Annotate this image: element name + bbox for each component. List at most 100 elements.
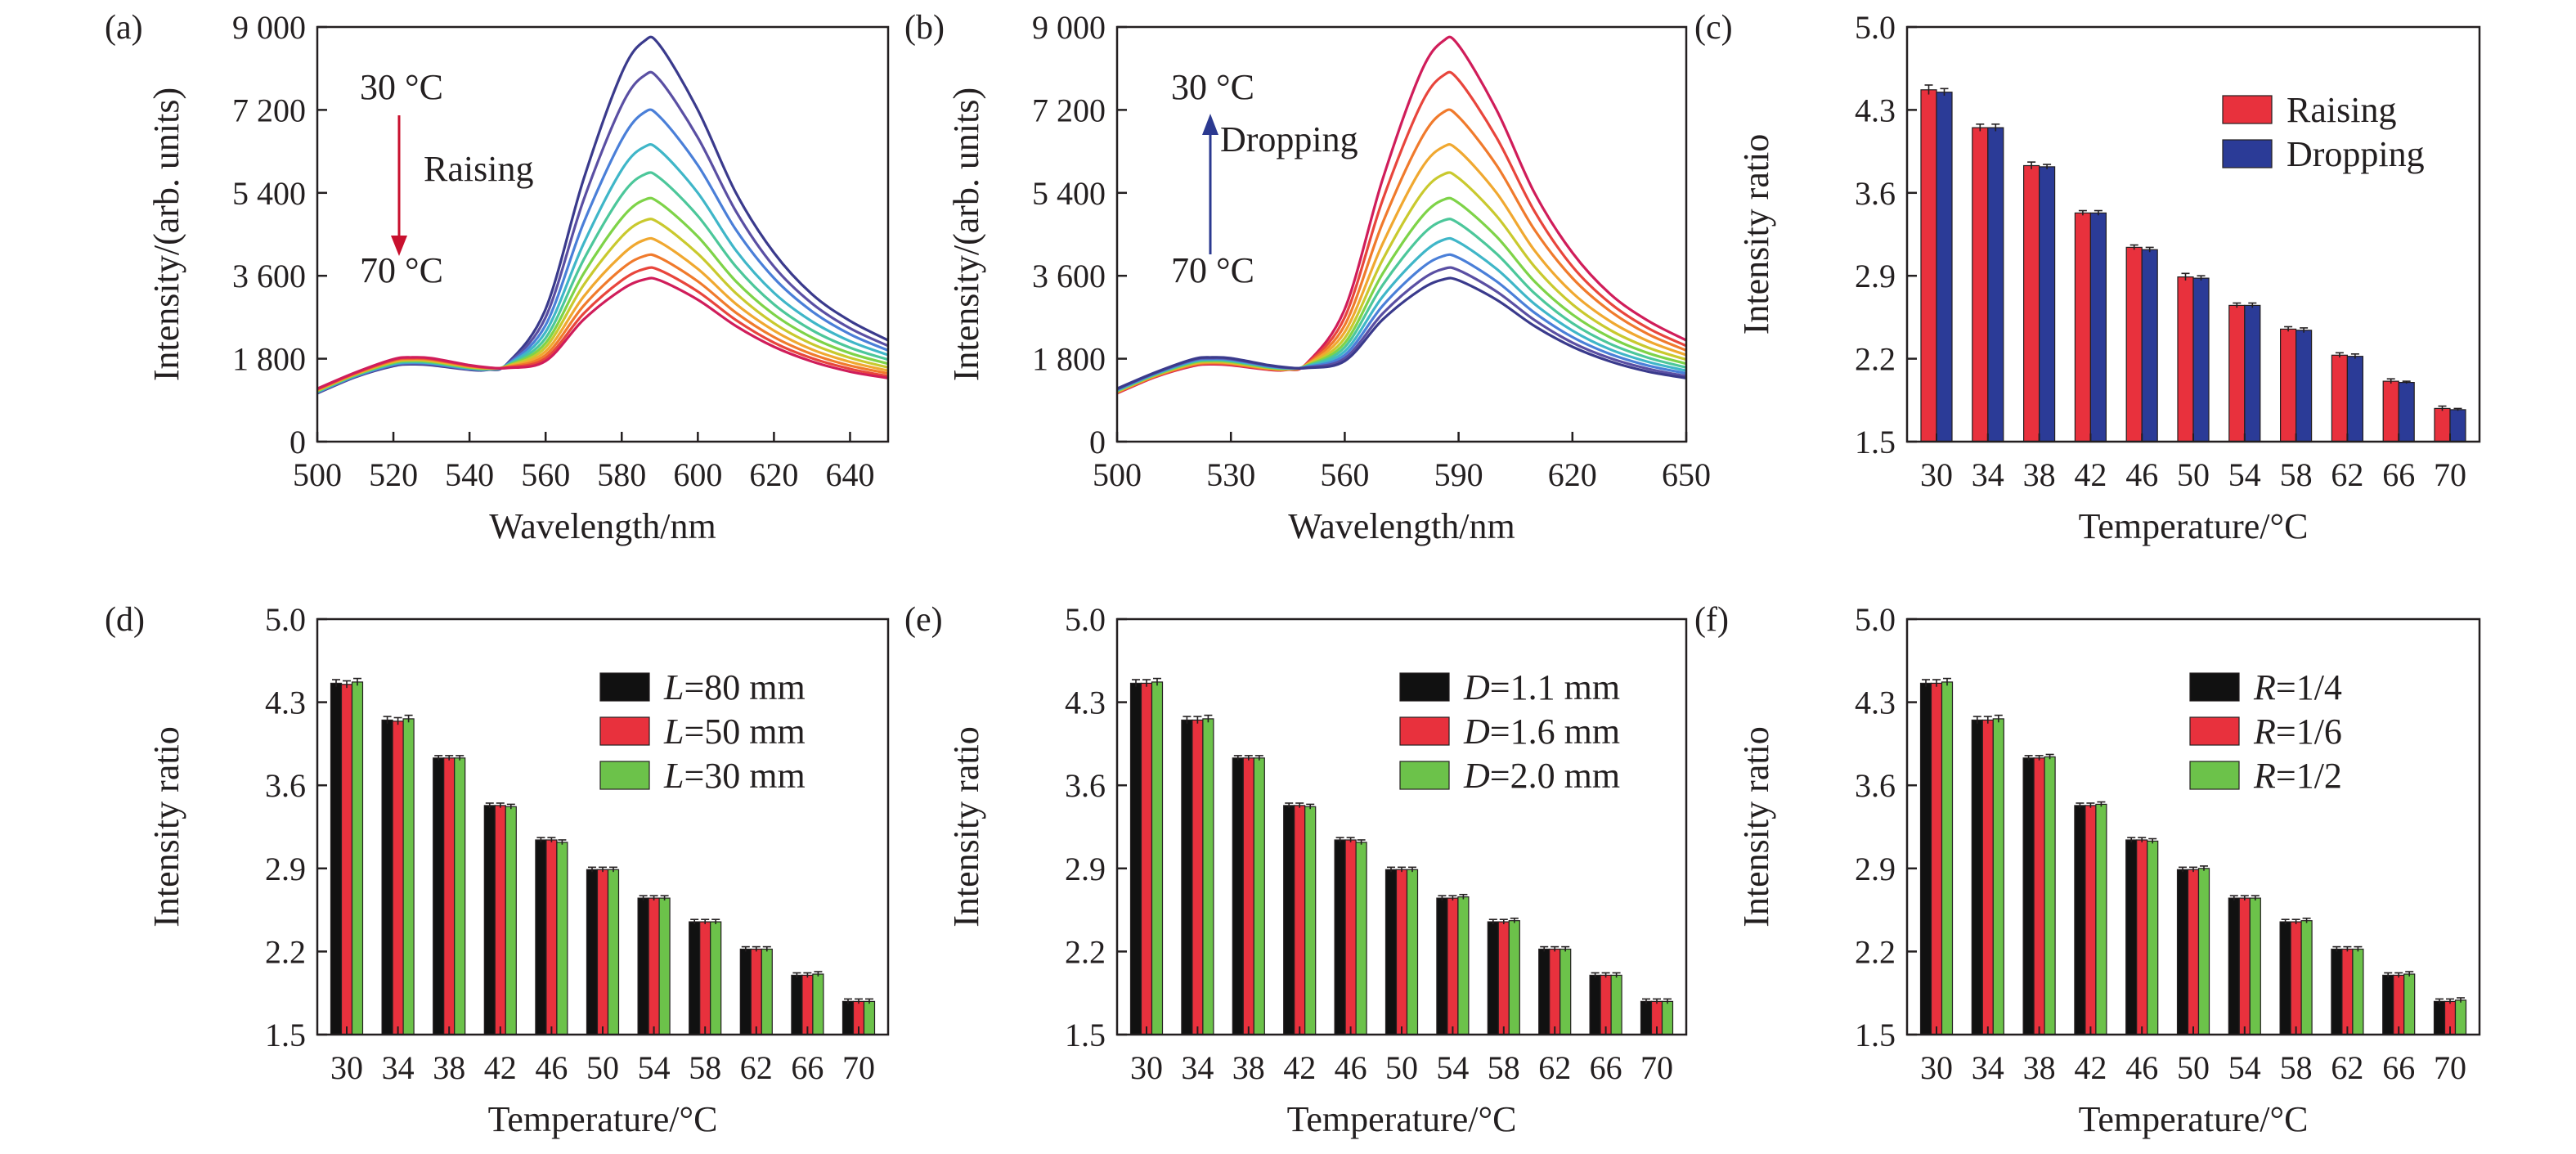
y-tick-label: 2.9	[265, 851, 306, 887]
plot-frame	[1905, 25, 2481, 443]
x-tick-label: 42	[2074, 1049, 2107, 1086]
x-axis-label: Temperature/°C	[1287, 1099, 1517, 1139]
y-tick-label: 2.2	[1855, 341, 1896, 378]
y-tick-label: 5.0	[1855, 601, 1896, 638]
legend-swatch-2	[599, 761, 650, 790]
x-tick-label: 34	[382, 1049, 415, 1086]
bar-58-2	[2300, 920, 2313, 1035]
bar-66-2	[1610, 974, 1622, 1035]
bar-70-2	[1661, 1000, 1674, 1035]
bar-34-0	[1181, 719, 1193, 1035]
panel-d: 30 34 38 42 46 50 54 58 62 66 70 1.5 2.2 2.9 3.6 4.3 5.0…	[105, 601, 890, 1139]
bar-42-0	[1283, 805, 1295, 1035]
bar-50-0	[2176, 869, 2189, 1035]
plot-frame	[1115, 25, 1688, 443]
x-tick-label: 54	[2228, 1049, 2261, 1086]
legend-swatch-0	[2189, 672, 2240, 702]
bar-54-0	[2228, 897, 2240, 1035]
panel-f: 30 34 38 42 46 50 54 58 62 66 70 1.5 2.2 2.9 3.6 4.3 5.0…	[1694, 601, 2481, 1139]
bar-66-2	[812, 973, 824, 1035]
trend-arrowhead	[1202, 114, 1218, 135]
y-tick-label: 1.5	[1855, 424, 1896, 460]
bar-66-0	[2382, 974, 2394, 1035]
x-tick-label: 530	[1206, 456, 1255, 493]
x-tick-label: 520	[369, 456, 418, 493]
bar-66-1	[2398, 382, 2415, 442]
bar-66-0	[1589, 974, 1601, 1035]
bar-34-2	[1202, 718, 1214, 1035]
y-tick-label: 2.9	[1855, 258, 1896, 294]
bar-62-2	[1560, 948, 1572, 1035]
y-tick-label: 9 000	[1032, 9, 1106, 46]
x-tick-label: 50	[1385, 1049, 1418, 1086]
y-tick-label: 3.6	[1065, 767, 1106, 804]
panel-c: 30 34 38 42 46 50 54 58 62 66 70 1.5 2.2 2.9 3.6 4.3 5.0…	[1694, 9, 2481, 546]
bar-30-0	[1919, 682, 1932, 1035]
x-tick-label: 38	[1232, 1049, 1265, 1086]
x-tick-label: 70	[842, 1049, 875, 1086]
bar-46-0	[2125, 246, 2143, 442]
bar-46-1	[545, 839, 558, 1035]
x-tick-label: 70	[1640, 1049, 1673, 1086]
annotation-label: Dropping	[1220, 119, 1358, 159]
bar-50-2	[2197, 868, 2210, 1035]
bar-62-0	[1538, 948, 1551, 1035]
legend: R=1/4 R=1/6R=1/2	[2189, 667, 2342, 796]
y-tick-label: 4.3	[1065, 685, 1106, 721]
bar-58-2	[1508, 920, 1520, 1035]
bar-50-1	[2192, 277, 2210, 442]
bar-50-2	[1406, 869, 1419, 1035]
bar-54-1	[2238, 897, 2251, 1035]
bar-50-0	[1384, 869, 1398, 1035]
plot-frame	[316, 25, 890, 443]
bar-62-0	[2331, 948, 2343, 1035]
x-tick-label: 42	[2074, 456, 2107, 493]
y-tick-label: 7 200	[1032, 92, 1106, 128]
bar-38-1	[2033, 757, 2045, 1035]
bar-30-1	[1930, 682, 1943, 1035]
bar-70-0	[2434, 407, 2451, 442]
y-tick-label: 2.2	[1855, 933, 1896, 970]
trend-arrowhead	[391, 236, 407, 256]
bar-50-0	[586, 869, 599, 1035]
bar-42-2	[505, 806, 517, 1035]
y-tick-label: 1 800	[232, 341, 306, 378]
y-tick-label: 7 200	[232, 92, 306, 128]
x-tick-label: 640	[825, 456, 874, 493]
bar-30-0	[1920, 89, 1937, 442]
panel-b: 0 1 800 3 600 5 400 7 200 9 000 Intensity/(arb…	[904, 9, 1711, 546]
x-tick-label: 50	[586, 1049, 619, 1086]
bar-54-0	[1436, 897, 1448, 1035]
x-tick-label: 560	[1320, 456, 1369, 493]
y-tick-label: 2.2	[265, 933, 306, 970]
y-tick-label: 0	[289, 424, 306, 460]
bar-66-1	[1600, 974, 1612, 1035]
x-tick-label: 34	[1972, 456, 2004, 493]
legend-swatch-1	[1399, 716, 1450, 746]
legend-swatch-2	[1399, 761, 1450, 790]
bar-62-0	[739, 948, 752, 1035]
y-tick-label: 4.3	[1855, 685, 1896, 721]
y-tick-label: 0	[1089, 424, 1106, 460]
bar-54-1	[648, 897, 660, 1035]
bar-34-2	[402, 718, 415, 1035]
bar-34-1	[1192, 719, 1204, 1035]
legend-label-1: L=50 mm	[663, 712, 806, 752]
y-tick-label: 3.6	[1855, 767, 1896, 804]
legend-swatch-1	[2189, 716, 2240, 746]
annotation-end: 30 °C	[1171, 67, 1254, 107]
bar-42-1	[494, 805, 506, 1035]
x-tick-label: 54	[1436, 1049, 1469, 1086]
bar-54-2	[2249, 897, 2261, 1035]
y-axis-label: Intensity/(arb. units)	[946, 88, 986, 381]
x-tick-label: 38	[433, 1049, 465, 1086]
y-tick-label: 4.3	[265, 685, 306, 721]
x-tick-label: 38	[2023, 1049, 2056, 1086]
x-axis-label: Wavelength/nm	[1288, 506, 1515, 546]
x-tick-label: 58	[689, 1049, 721, 1086]
x-tick-label: 70	[2434, 456, 2466, 493]
x-axis-label: Temperature/°C	[488, 1099, 718, 1139]
x-tick-label: 66	[791, 1049, 824, 1086]
bar-54-1	[1447, 897, 1459, 1035]
bar-46-0	[1334, 839, 1346, 1035]
